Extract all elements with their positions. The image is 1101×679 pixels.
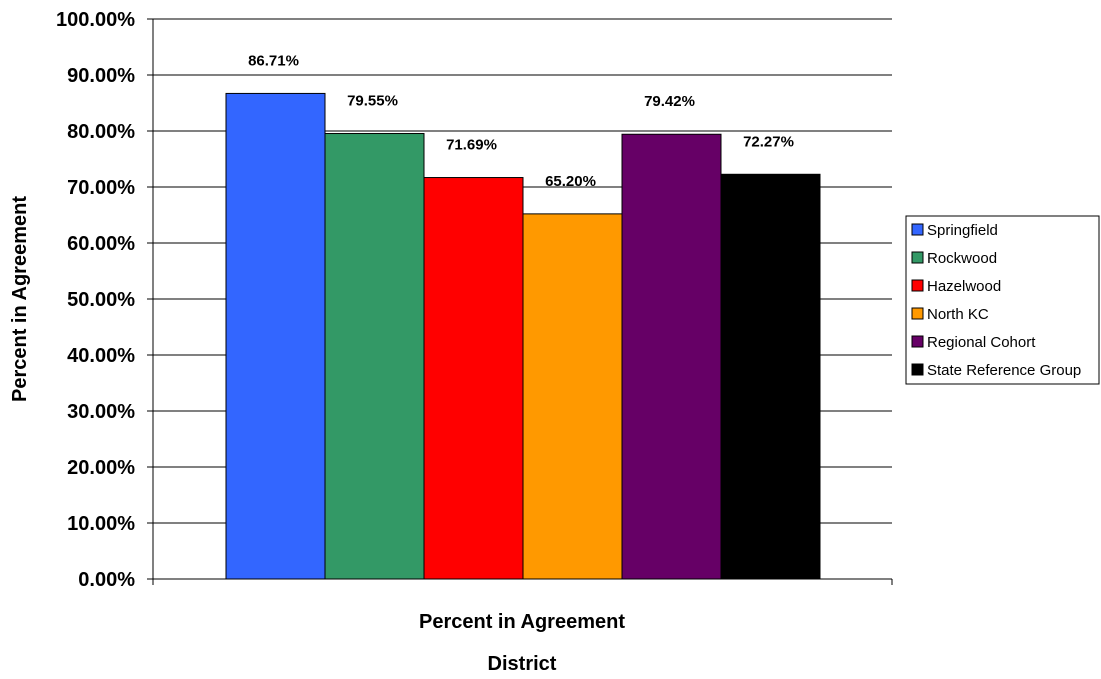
- data-label: 71.69%: [446, 137, 497, 154]
- y-tick-label: 40.00%: [67, 345, 135, 367]
- legend-swatch: [911, 335, 924, 348]
- bar-state-reference-group: [720, 173, 821, 580]
- legend-swatch: [911, 223, 924, 236]
- data-label: 86.71%: [248, 52, 299, 69]
- legend-swatch: [911, 363, 924, 376]
- legend-label: Springfield: [927, 222, 998, 239]
- y-tick-label: 60.00%: [67, 233, 135, 255]
- y-tick-label: 20.00%: [67, 457, 135, 479]
- y-tick-label: 10.00%: [67, 513, 135, 535]
- legend-swatch: [911, 279, 924, 292]
- legend-swatch: [911, 307, 924, 320]
- legend-label: North KC: [927, 306, 989, 323]
- legend-label: Regional Cohort: [927, 334, 1036, 351]
- legend: Springfield Rockwood Hazelwood North KC Regi…: [905, 215, 1100, 385]
- y-tick-label: 70.00%: [67, 177, 135, 199]
- legend-label: Hazelwood: [927, 278, 1001, 295]
- bar-regional-cohort: [621, 133, 722, 580]
- data-label: 79.55%: [347, 93, 398, 110]
- y-tick-label: 50.00%: [67, 289, 135, 311]
- category-label: Percent in Agreement: [419, 611, 625, 633]
- data-label: 72.27%: [743, 133, 794, 150]
- y-tick-label: 30.00%: [67, 401, 135, 423]
- y-tick-label: 80.00%: [67, 121, 135, 143]
- data-label: 79.42%: [644, 93, 695, 110]
- bars: [225, 92, 821, 580]
- legend-label: Rockwood: [927, 250, 997, 267]
- legend-swatch: [911, 251, 924, 264]
- data-labels: 86.71% 79.55% 71.69% 65.20% 79.42% 72.27%: [248, 52, 794, 189]
- y-axis-title: Percent in Agreement: [9, 196, 31, 402]
- y-tick-label: 100.00%: [56, 9, 135, 31]
- y-tick-label: 90.00%: [67, 65, 135, 87]
- y-axis-ticks: 0.00% 10.00% 20.00% 30.00% 40.00% 50.00% 60.00…: [56, 9, 893, 591]
- x-axis-title: District: [488, 653, 557, 675]
- bar-hazelwood: [423, 177, 524, 580]
- legend-label: State Reference Group: [927, 362, 1081, 379]
- bar-north-kc: [522, 213, 623, 580]
- bar-springfield: [225, 92, 326, 580]
- data-label: 65.20%: [545, 173, 596, 190]
- bar-rockwood: [324, 133, 425, 580]
- legend-box: [905, 215, 1100, 385]
- y-tick-label: 0.00%: [78, 569, 135, 591]
